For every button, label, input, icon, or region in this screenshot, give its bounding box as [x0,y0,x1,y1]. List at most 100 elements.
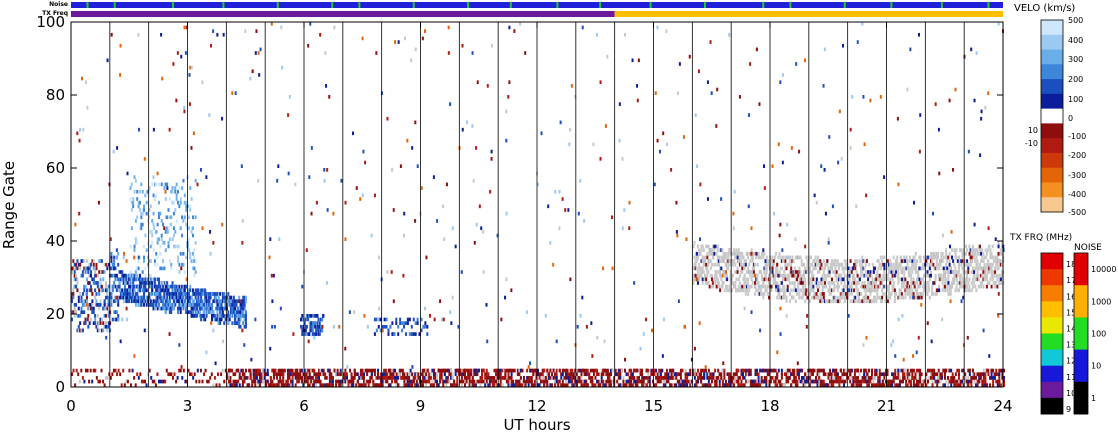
data-cell [208,295,211,300]
data-cell [708,251,711,256]
data-cell [128,277,131,282]
data-cell [917,379,920,384]
data-cell [258,376,261,380]
data-cell [580,379,583,384]
data-cell [181,186,184,190]
data-cell [236,306,239,311]
data-cell [589,368,592,373]
data-cell [103,303,106,307]
data-cell [775,266,778,271]
data-cell [76,314,79,318]
data-cell [152,306,155,311]
data-cell [79,321,82,325]
data-cell [733,284,736,289]
data-cell [91,277,94,282]
data-cell [193,299,196,304]
data-cell [989,383,992,387]
data-cell [202,314,205,318]
data-cell [672,368,675,373]
data-cell [156,255,159,260]
data-cell [482,368,485,373]
data-cell [80,328,83,333]
data-cell [196,306,199,311]
data-cell [724,284,727,289]
data-cell [170,284,173,289]
data-cell [552,368,555,373]
data-cell [85,259,88,263]
data-cell [780,368,783,373]
data-cell [85,292,88,296]
data-cell [856,288,859,293]
data-cell [106,266,109,271]
data-cell [144,193,147,198]
data-cell [650,368,653,373]
data-cell [157,379,160,384]
data-cell [377,324,380,329]
data-cell [726,288,729,293]
data-cell [867,368,870,373]
data-cell [847,376,850,380]
data-cell [210,303,213,307]
data-cell [606,368,609,373]
data-cell [420,372,423,377]
data-cell [387,368,390,373]
data-cell [307,332,310,336]
data-cell [574,376,577,380]
data-cell [884,379,887,384]
data-cell [959,379,962,384]
data-cell [734,255,737,260]
data-cell [670,368,673,373]
data-cell [867,281,870,285]
data-cell [71,372,73,377]
data-cell [758,270,761,274]
data-cell [80,259,83,263]
data-cell [656,376,659,380]
data-cell [965,379,968,384]
data-cell [309,328,312,333]
data-cell [189,310,192,314]
data-cell [99,277,102,282]
data-cell [194,295,197,300]
data-cell [874,383,877,387]
data-cell [80,368,83,373]
data-cell [157,281,160,285]
data-cell [115,317,118,322]
data-cell [943,372,946,377]
data-cell [212,292,215,296]
data-cell [900,368,903,373]
data-cell [504,372,507,377]
data-cell [122,277,125,282]
data-cell [667,376,670,380]
data-cell [920,383,923,387]
data-cell [830,259,833,263]
data-cell [138,273,141,278]
data-cell [310,368,313,373]
data-cell [442,379,445,384]
data-cell [230,368,233,373]
data-cell [863,288,866,293]
data-cell [213,299,216,304]
data-cell [375,383,378,387]
data-cell [143,259,146,263]
data-cell [95,299,98,304]
data-cell [763,270,766,274]
data-cell [164,284,167,289]
data-cell [641,376,644,380]
data-cell [709,248,712,252]
data-cell [79,314,82,318]
data-cell [134,383,137,387]
data-cell [151,182,154,187]
data-cell [763,251,766,256]
data-cell [104,314,107,318]
data-cell [853,372,856,377]
data-cell [850,284,853,289]
data-cell [350,383,353,387]
data-cell [544,379,547,384]
data-cell [790,372,793,377]
data-cell [768,383,771,387]
data-cell [315,328,318,333]
data-cell [802,379,805,384]
data-cell [543,383,546,387]
data-cell [763,368,766,373]
data-cell [729,379,732,384]
